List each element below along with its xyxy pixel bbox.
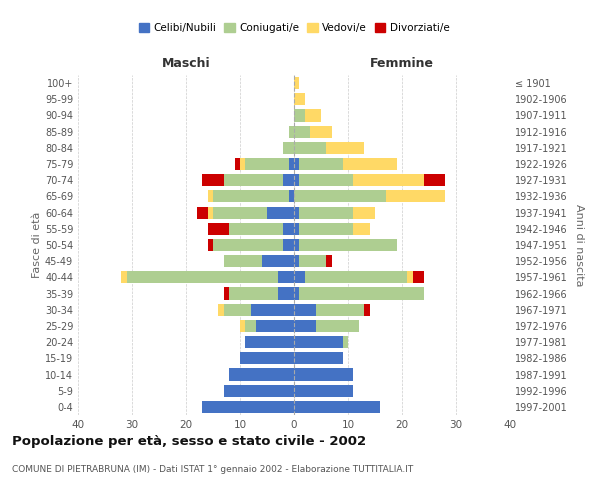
Bar bbox=[224, 288, 229, 300]
Bar bbox=[289, 126, 294, 138]
Bar bbox=[326, 142, 364, 154]
Bar bbox=[218, 304, 224, 316]
Bar bbox=[386, 190, 445, 202]
Bar bbox=[202, 174, 224, 186]
Bar bbox=[407, 272, 413, 283]
Bar bbox=[245, 320, 256, 332]
Y-axis label: Anni di nascita: Anni di nascita bbox=[574, 204, 584, 286]
Bar bbox=[251, 304, 294, 316]
Bar bbox=[235, 158, 240, 170]
Bar bbox=[224, 255, 262, 268]
Bar bbox=[294, 158, 299, 170]
Bar bbox=[283, 239, 294, 251]
Bar bbox=[208, 206, 213, 218]
Bar bbox=[208, 239, 213, 251]
Bar bbox=[424, 174, 445, 186]
Bar bbox=[353, 222, 370, 235]
Text: Popolazione per età, sesso e stato civile - 2002: Popolazione per età, sesso e stato civil… bbox=[12, 435, 366, 448]
Bar bbox=[213, 239, 283, 251]
Bar bbox=[294, 77, 299, 89]
Bar bbox=[121, 272, 127, 283]
Bar bbox=[289, 190, 294, 202]
Bar bbox=[353, 174, 424, 186]
Bar bbox=[294, 93, 305, 106]
Bar bbox=[283, 174, 294, 186]
Bar bbox=[208, 190, 213, 202]
Bar bbox=[294, 190, 386, 202]
Bar bbox=[316, 320, 359, 332]
Bar bbox=[294, 320, 316, 332]
Bar bbox=[224, 384, 294, 397]
Bar bbox=[283, 222, 294, 235]
Bar bbox=[213, 206, 267, 218]
Bar bbox=[224, 304, 251, 316]
Bar bbox=[208, 222, 229, 235]
Bar bbox=[289, 158, 294, 170]
Legend: Celibi/Nubili, Coniugati/e, Vedovi/e, Divorziati/e: Celibi/Nubili, Coniugati/e, Vedovi/e, Di… bbox=[134, 19, 454, 38]
Bar bbox=[299, 239, 397, 251]
Text: Femmine: Femmine bbox=[370, 57, 434, 70]
Bar bbox=[127, 272, 278, 283]
Bar bbox=[305, 110, 321, 122]
Bar bbox=[343, 158, 397, 170]
Bar bbox=[229, 368, 294, 380]
Bar bbox=[343, 336, 348, 348]
Bar bbox=[229, 288, 278, 300]
Bar bbox=[294, 142, 326, 154]
Bar bbox=[294, 304, 316, 316]
Bar bbox=[294, 352, 343, 364]
Bar bbox=[294, 336, 343, 348]
Bar bbox=[240, 158, 245, 170]
Bar bbox=[294, 110, 305, 122]
Bar bbox=[224, 174, 283, 186]
Bar bbox=[299, 288, 424, 300]
Bar bbox=[299, 222, 353, 235]
Text: COMUNE DI PIETRABRUNA (IM) - Dati ISTAT 1° gennaio 2002 - Elaborazione TUTTITALI: COMUNE DI PIETRABRUNA (IM) - Dati ISTAT … bbox=[12, 465, 413, 474]
Bar bbox=[240, 320, 245, 332]
Bar bbox=[294, 384, 353, 397]
Bar bbox=[294, 255, 299, 268]
Bar bbox=[310, 126, 332, 138]
Bar bbox=[294, 206, 299, 218]
Bar bbox=[294, 368, 353, 380]
Bar bbox=[316, 304, 364, 316]
Bar bbox=[364, 304, 370, 316]
Bar bbox=[413, 272, 424, 283]
Bar bbox=[202, 401, 294, 413]
Bar bbox=[299, 255, 326, 268]
Bar bbox=[245, 158, 289, 170]
Bar bbox=[294, 401, 380, 413]
Bar bbox=[294, 239, 299, 251]
Bar bbox=[294, 174, 299, 186]
Bar bbox=[294, 272, 305, 283]
Bar bbox=[305, 272, 407, 283]
Bar bbox=[229, 222, 283, 235]
Y-axis label: Fasce di età: Fasce di età bbox=[32, 212, 42, 278]
Bar bbox=[326, 255, 332, 268]
Bar bbox=[294, 288, 299, 300]
Bar bbox=[245, 336, 294, 348]
Bar bbox=[262, 255, 294, 268]
Bar bbox=[278, 288, 294, 300]
Bar bbox=[353, 206, 375, 218]
Bar bbox=[294, 222, 299, 235]
Bar bbox=[267, 206, 294, 218]
Bar bbox=[299, 206, 353, 218]
Bar bbox=[256, 320, 294, 332]
Bar bbox=[197, 206, 208, 218]
Bar bbox=[240, 352, 294, 364]
Bar bbox=[278, 272, 294, 283]
Bar bbox=[283, 142, 294, 154]
Text: Maschi: Maschi bbox=[161, 57, 211, 70]
Bar bbox=[299, 158, 343, 170]
Bar bbox=[299, 174, 353, 186]
Bar bbox=[294, 126, 310, 138]
Bar bbox=[213, 190, 289, 202]
